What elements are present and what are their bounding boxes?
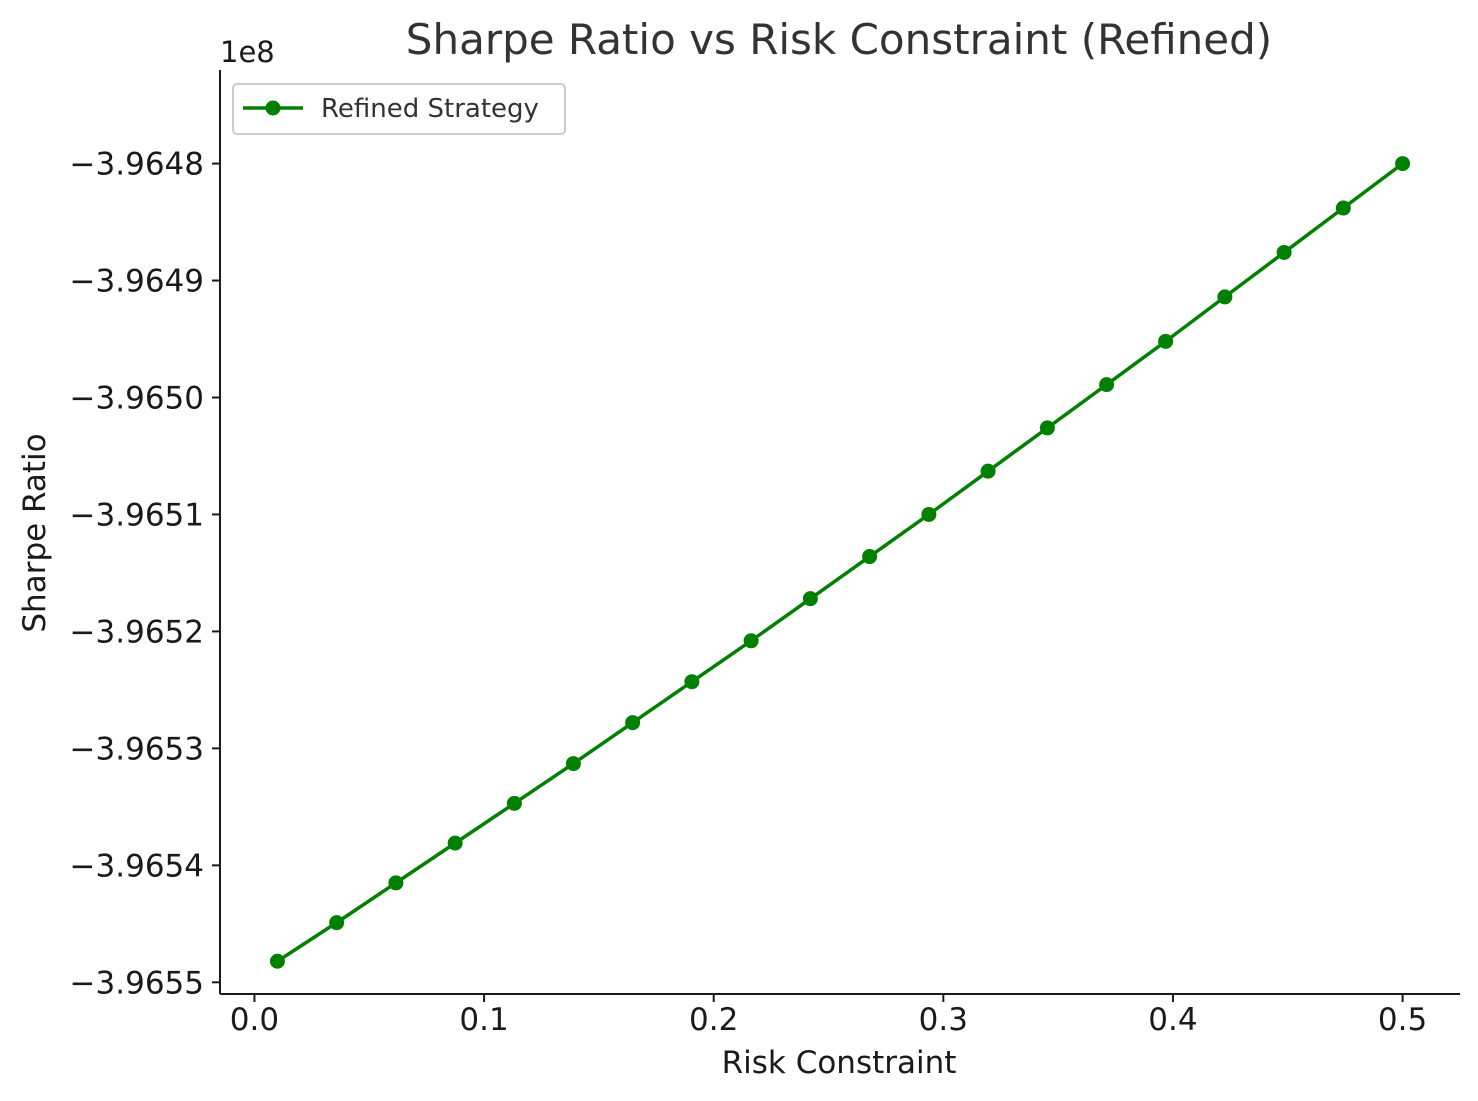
x-axis-label: Risk Constraint [722, 1045, 957, 1081]
data-point [1217, 289, 1233, 305]
data-point [1158, 333, 1174, 349]
data-point [329, 915, 345, 931]
y-axis-ticks: −3.9648 −3.9649 −3.9650 −3.9651 −3.9652 −3.96… [70, 147, 220, 1001]
y-tick-label: −3.9650 [70, 380, 204, 416]
y-tick-label: −3.9653 [70, 731, 204, 767]
legend-label: Refined Strategy [321, 94, 539, 124]
y-tick-label: −3.9654 [70, 848, 204, 884]
series-line [275, 161, 1405, 963]
data-point [921, 506, 937, 522]
data-point [1039, 420, 1055, 436]
x-tick-label: 0.3 [919, 1002, 968, 1038]
data-point [684, 674, 700, 690]
y-tick-label: −3.9655 [70, 965, 204, 1001]
data-point [1099, 377, 1115, 393]
legend-marker-swatch [265, 100, 281, 116]
x-tick-label: 0.2 [689, 1002, 738, 1038]
data-point [625, 715, 641, 731]
axes [219, 70, 1460, 995]
data-point [862, 549, 878, 565]
data-point [802, 591, 818, 607]
chart-title: Sharpe Ratio vs Risk Constraint (Refined… [406, 15, 1272, 64]
data-point [1395, 156, 1411, 172]
x-tick-label: 0.0 [230, 1002, 279, 1038]
data-point [506, 795, 522, 811]
y-tick-label: −3.9652 [70, 614, 204, 650]
y-tick-label: −3.9648 [70, 147, 204, 183]
x-tick-label: 0.5 [1378, 1002, 1427, 1038]
y-tick-label: −3.9651 [70, 497, 204, 533]
data-point [565, 756, 581, 772]
series-layer [269, 156, 1411, 969]
legend-box [232, 83, 566, 135]
x-tick-label: 0.1 [459, 1002, 508, 1038]
data-point [388, 875, 404, 891]
x-tick-label: 0.4 [1148, 1002, 1197, 1038]
data-point [269, 953, 285, 969]
y-tick-label: −3.9649 [70, 264, 204, 300]
data-point [980, 463, 996, 479]
legend: Refined Strategy [232, 83, 566, 135]
data-point [1276, 244, 1292, 260]
data-point [1335, 200, 1351, 216]
data-point [447, 835, 463, 851]
data-point [743, 633, 759, 649]
y-axis-label: Sharpe Ratio [17, 433, 53, 632]
y-axis-offset-label: 1e8 [220, 35, 275, 69]
x-axis-ticks: 0.0 0.1 0.2 0.3 0.4 0.5 [230, 994, 1427, 1038]
